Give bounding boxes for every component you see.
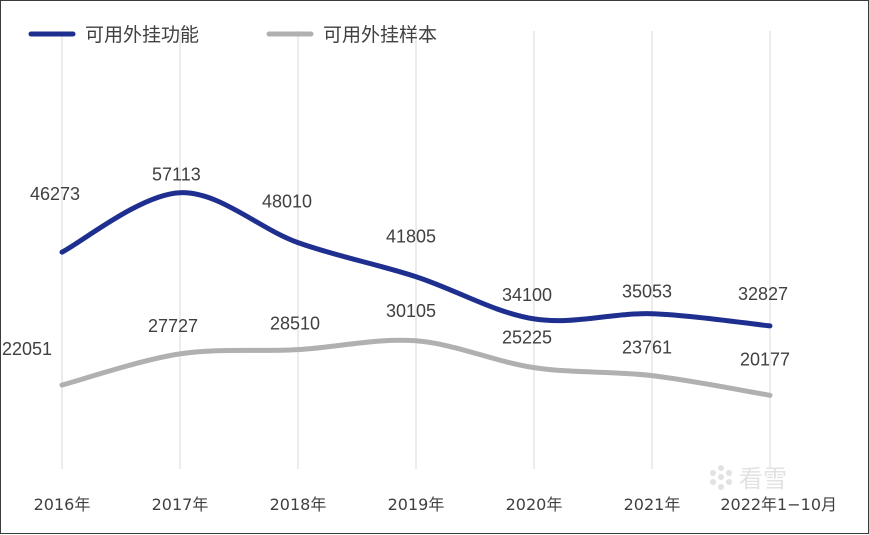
data-label-s1-p1: 46273 [30, 184, 80, 204]
x-tick-label-2: 2017年 [152, 495, 209, 514]
data-label-s1-p3: 48010 [262, 192, 312, 212]
series-line-1 [59, 190, 773, 329]
legend-label-1: 可用外挂功能 [85, 24, 199, 46]
data-label-s2-p6: 23761 [622, 338, 672, 358]
x-tick-label-3: 2018年 [270, 495, 327, 514]
data-label-s2-p1: 22051 [2, 339, 52, 359]
data-label-s2-p3: 28510 [270, 314, 320, 334]
data-label-s2-p2: 27727 [148, 316, 198, 336]
x-tick-label-1: 2016年 [34, 495, 91, 514]
data-label-s1-p4: 41805 [386, 227, 436, 247]
data-label-s1-p2: 57113 [152, 165, 201, 185]
data-label-s1-p6: 35053 [622, 282, 672, 302]
data-label-s1-p7: 32827 [738, 284, 788, 304]
legend-label-2: 可用外挂样本 [323, 24, 437, 46]
watermark-logo [710, 465, 732, 490]
x-tick-label-7: 2022年1−10月 [720, 495, 837, 514]
data-label-s2-p5: 25225 [502, 328, 552, 348]
x-tick-label-5: 2020年 [506, 495, 563, 514]
series-line-2 [59, 337, 773, 398]
x-tick-label-4: 2019年 [388, 495, 445, 514]
watermark-text: 看雪 [739, 465, 787, 493]
data-label-s2-p7: 20177 [740, 349, 790, 369]
data-label-s2-p4: 30105 [386, 301, 436, 321]
x-tick-label-6: 2021年 [624, 495, 681, 514]
data-label-s1-p5: 34100 [502, 285, 552, 305]
